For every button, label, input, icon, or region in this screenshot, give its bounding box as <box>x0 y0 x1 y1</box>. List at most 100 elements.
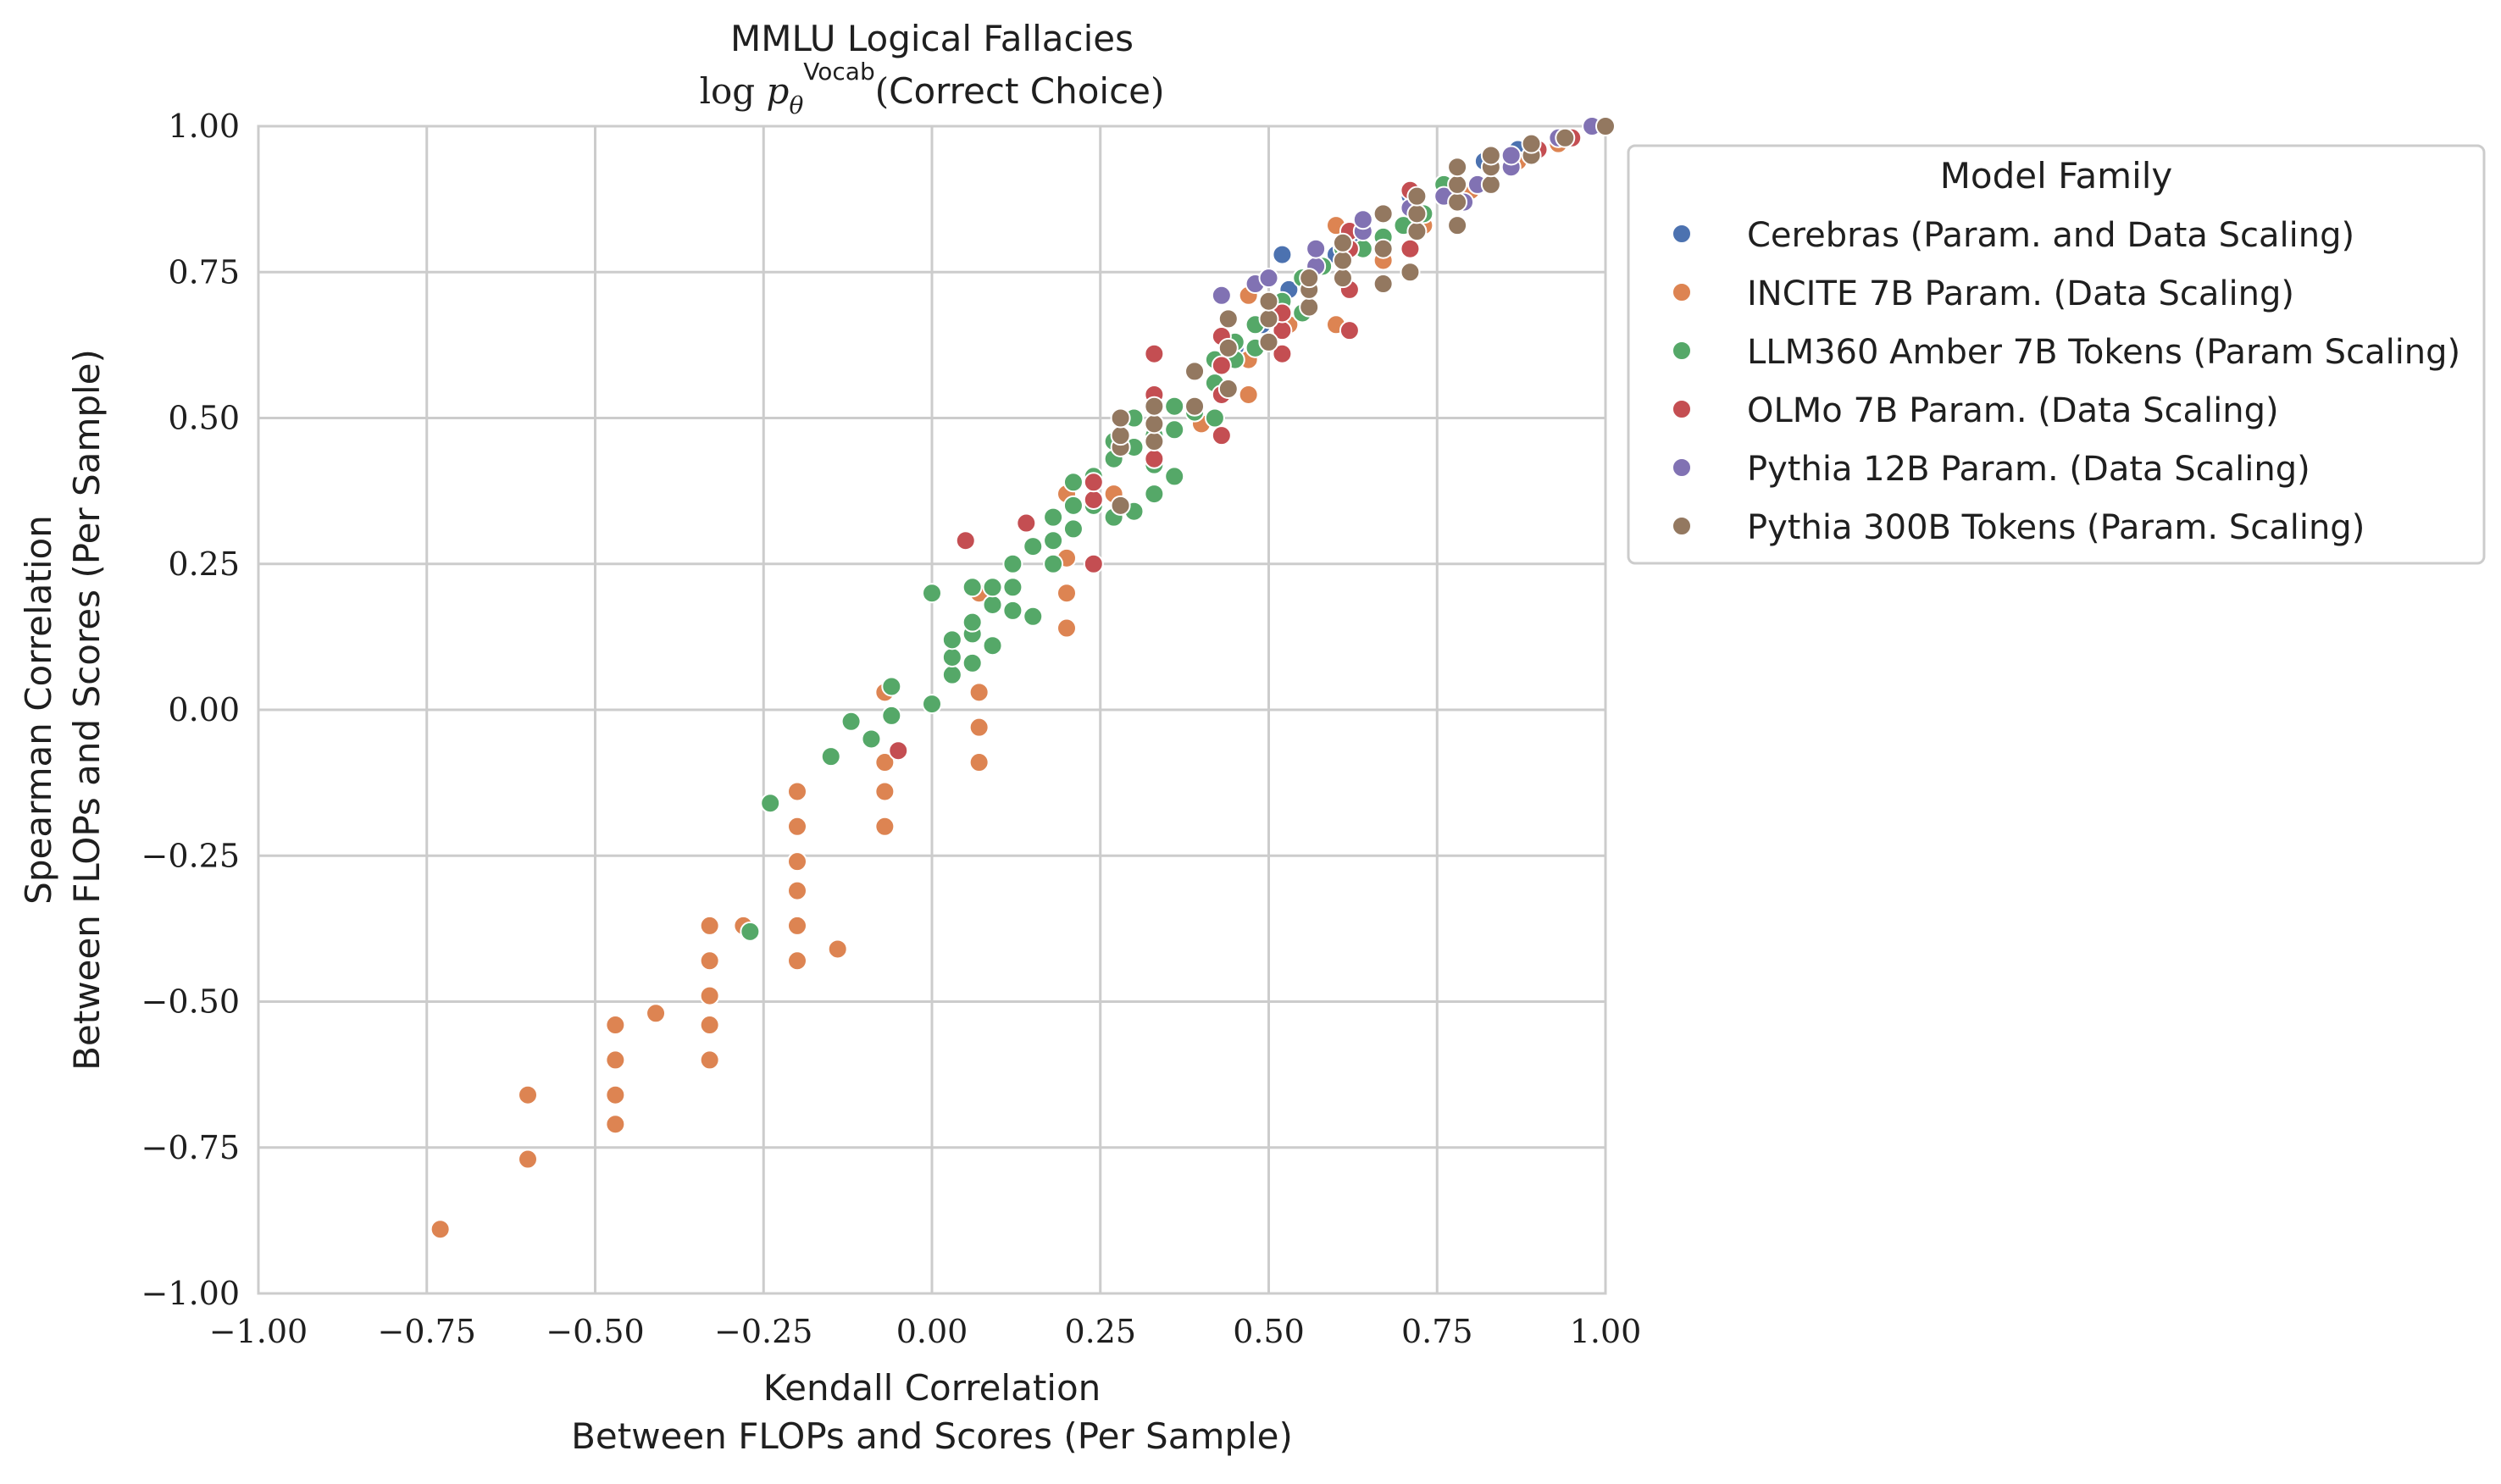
x-axis-label-line2: Between FLOPs and Scores (Per Sample) <box>571 1415 1293 1457</box>
legend-marker <box>1672 282 1692 302</box>
data-point <box>941 664 962 685</box>
data-point <box>605 1114 626 1135</box>
legend-box <box>1627 144 2486 565</box>
data-point <box>1400 262 1421 283</box>
data-point <box>968 717 990 738</box>
data-point <box>1306 238 1327 259</box>
data-point <box>1083 553 1104 574</box>
data-point <box>1372 274 1394 295</box>
data-point <box>968 752 990 773</box>
data-point <box>787 816 807 837</box>
data-point <box>1043 507 1064 528</box>
x-tick-label: 0.50 <box>1233 1313 1305 1350</box>
data-point <box>874 816 896 837</box>
y-axis-label-line1: Spearman Correlation <box>18 515 59 905</box>
data-point <box>787 851 807 872</box>
data-point <box>760 793 781 814</box>
data-point <box>820 746 841 767</box>
x-tick-label: −0.25 <box>714 1313 812 1350</box>
data-point <box>1258 291 1279 312</box>
y-tick-label: −0.25 <box>141 837 240 874</box>
data-point <box>1043 553 1064 574</box>
data-point <box>1272 244 1293 265</box>
data-point <box>1062 518 1084 540</box>
y-tick-label: −1.00 <box>141 1275 240 1312</box>
chart-subtitle: log pθVocab(Correct Choice) <box>700 58 1165 119</box>
data-point <box>1299 268 1320 289</box>
legend-item: Pythia 12B Param. (Data Scaling) <box>1672 450 2310 489</box>
data-point <box>1083 472 1104 493</box>
data-point <box>1043 530 1064 551</box>
legend-title: Model Family <box>1940 155 2173 197</box>
series-1 <box>430 133 1569 1240</box>
legend-marker <box>1672 224 1692 244</box>
data-point <box>787 781 807 802</box>
data-point <box>1002 553 1023 574</box>
data-point <box>1056 583 1077 604</box>
data-point <box>962 612 983 633</box>
legend-label: LLM360 Amber 7B Tokens (Param Scaling) <box>1747 333 2460 372</box>
x-tick-label: 0.75 <box>1401 1313 1473 1350</box>
legend-item: INCITE 7B Param. (Data Scaling) <box>1672 274 2294 313</box>
legend-marker <box>1672 341 1692 361</box>
data-point <box>1164 419 1185 440</box>
y-tick-label: 0.50 <box>168 400 240 437</box>
data-point <box>968 682 990 703</box>
data-point <box>605 1084 626 1105</box>
data-point <box>941 629 962 651</box>
data-point <box>922 583 942 604</box>
x-tick-label: −0.75 <box>378 1313 476 1350</box>
data-point <box>646 1003 667 1024</box>
x-tick-label: 0.25 <box>1064 1313 1136 1350</box>
data-point <box>1406 186 1428 207</box>
data-point <box>1056 617 1077 639</box>
y-tick-labels: −1.00 −0.75 −0.50 −0.25 0.00 0.25 0.50 0.75 1.00 <box>141 108 240 1312</box>
data-point <box>881 676 902 697</box>
data-point <box>1023 536 1044 557</box>
data-point <box>1447 157 1468 178</box>
legend-label: INCITE 7B Param. (Data Scaling) <box>1747 274 2294 313</box>
data-point <box>1332 268 1353 289</box>
data-point <box>888 740 909 761</box>
y-tick-label: −0.75 <box>141 1129 240 1166</box>
data-point <box>787 915 807 936</box>
data-point <box>1211 355 1232 376</box>
x-tick-label: −1.00 <box>209 1313 308 1350</box>
x-tick-label: 0.00 <box>896 1313 968 1350</box>
data-point <box>430 1219 451 1240</box>
data-point <box>1352 209 1373 230</box>
data-point <box>1062 472 1084 493</box>
data-point <box>982 635 1003 656</box>
y-tick-label: 1.00 <box>168 108 240 145</box>
legend-item: Pythia 300B Tokens (Param. Scaling) <box>1672 508 2365 547</box>
data-point <box>1447 174 1468 195</box>
data-point <box>699 950 720 972</box>
data-point <box>1447 215 1468 236</box>
data-point <box>1406 221 1428 242</box>
data-point <box>1238 384 1259 405</box>
data-point <box>1016 512 1037 534</box>
data-point <box>1110 425 1131 446</box>
data-point <box>1144 484 1165 505</box>
data-point <box>1447 191 1468 213</box>
legend-items: Cerebras (Param. and Data Scaling) INCITE… <box>1672 216 2460 547</box>
data-point <box>1062 495 1084 516</box>
data-point <box>1332 250 1353 271</box>
data-point <box>1184 396 1206 417</box>
data-point <box>1217 337 1239 358</box>
data-point <box>1110 407 1131 429</box>
y-axis-label-line2: Between FLOPs and Scores (Per Sample) <box>66 349 108 1071</box>
data-point <box>1521 133 1542 154</box>
data-point <box>1144 396 1165 417</box>
data-point <box>518 1084 538 1105</box>
legend-item: LLM360 Amber 7B Tokens (Param Scaling) <box>1672 333 2460 372</box>
data-point <box>827 939 848 960</box>
x-axis-label-line1: Kendall Correlation <box>763 1367 1101 1409</box>
data-point <box>1272 343 1293 364</box>
data-point <box>955 530 976 551</box>
legend-marker <box>1672 399 1692 419</box>
legend-item: OLMo 7B Param. (Data Scaling) <box>1672 391 2279 430</box>
data-point <box>1144 431 1165 452</box>
data-point <box>699 985 720 1006</box>
y-tick-label: −0.50 <box>141 983 240 1021</box>
